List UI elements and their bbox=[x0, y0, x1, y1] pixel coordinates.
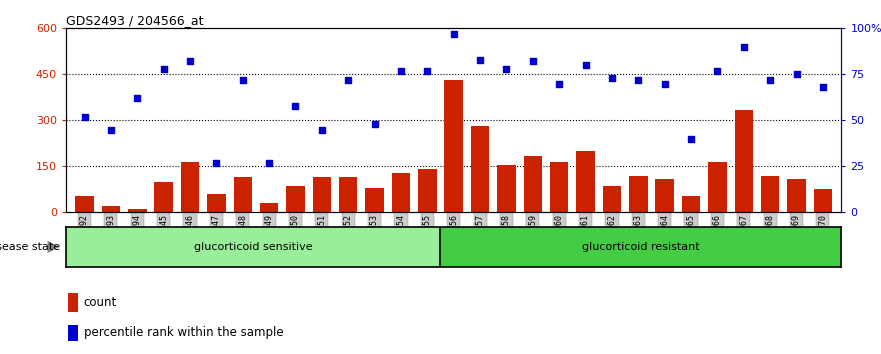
Bar bbox=[101, 206, 120, 212]
Point bbox=[341, 77, 355, 83]
Point bbox=[632, 77, 646, 83]
Bar bbox=[392, 172, 411, 212]
Point bbox=[104, 127, 118, 132]
Point bbox=[262, 160, 276, 166]
Bar bbox=[154, 182, 173, 212]
Bar bbox=[523, 156, 542, 212]
Bar bbox=[75, 195, 93, 212]
Point bbox=[737, 44, 751, 50]
Point bbox=[500, 66, 514, 72]
Point bbox=[789, 72, 803, 77]
Bar bbox=[470, 126, 489, 212]
Point bbox=[763, 77, 777, 83]
Point bbox=[130, 96, 144, 101]
Text: percentile rank within the sample: percentile rank within the sample bbox=[84, 326, 283, 339]
Bar bbox=[181, 162, 199, 212]
Bar bbox=[66, 227, 440, 267]
Bar bbox=[708, 162, 727, 212]
Bar bbox=[339, 177, 358, 212]
Point bbox=[473, 57, 487, 62]
Point bbox=[288, 103, 302, 108]
Bar bbox=[682, 195, 700, 212]
Bar bbox=[313, 177, 331, 212]
Bar bbox=[418, 170, 437, 212]
Bar bbox=[128, 209, 146, 212]
Bar bbox=[550, 162, 568, 212]
Text: glucorticoid sensitive: glucorticoid sensitive bbox=[194, 242, 313, 252]
Bar bbox=[260, 203, 278, 212]
Point bbox=[552, 81, 566, 86]
Polygon shape bbox=[48, 241, 60, 253]
Point bbox=[210, 160, 224, 166]
Bar bbox=[366, 188, 384, 212]
Bar bbox=[440, 227, 841, 267]
Point bbox=[157, 66, 171, 72]
Text: glucorticoid resistant: glucorticoid resistant bbox=[582, 242, 700, 252]
Point bbox=[236, 77, 250, 83]
Bar bbox=[814, 189, 833, 212]
Point bbox=[684, 136, 698, 142]
Bar bbox=[68, 325, 78, 341]
Point bbox=[420, 68, 434, 74]
Point bbox=[447, 31, 461, 37]
Point bbox=[78, 114, 92, 120]
Bar bbox=[233, 177, 252, 212]
Point bbox=[605, 75, 619, 81]
Point bbox=[710, 68, 724, 74]
Bar bbox=[445, 80, 463, 212]
Text: GDS2493 / 204566_at: GDS2493 / 204566_at bbox=[66, 14, 204, 27]
Text: count: count bbox=[84, 296, 117, 309]
Point bbox=[657, 81, 671, 86]
Bar bbox=[788, 179, 806, 212]
Bar bbox=[497, 165, 515, 212]
Point bbox=[526, 59, 540, 64]
Bar bbox=[761, 176, 780, 212]
Bar bbox=[286, 186, 305, 212]
Bar bbox=[207, 194, 226, 212]
Bar bbox=[735, 110, 753, 212]
Point bbox=[394, 68, 408, 74]
Point bbox=[315, 127, 329, 132]
Bar bbox=[629, 176, 648, 212]
Point bbox=[816, 84, 830, 90]
Bar bbox=[603, 186, 621, 212]
Point bbox=[367, 121, 381, 127]
Bar bbox=[655, 179, 674, 212]
Text: disease state: disease state bbox=[0, 242, 60, 252]
Bar bbox=[576, 151, 595, 212]
Point bbox=[183, 59, 197, 64]
Point bbox=[579, 62, 593, 68]
Bar bbox=[68, 293, 78, 312]
